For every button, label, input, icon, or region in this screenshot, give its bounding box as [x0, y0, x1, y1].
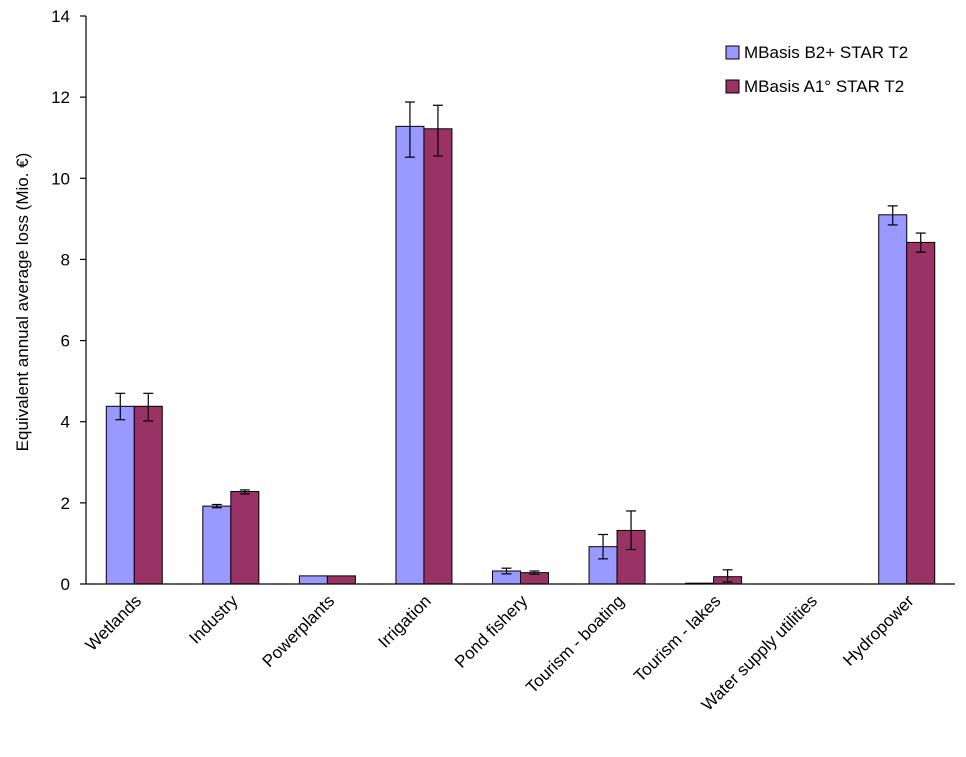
- y-tick-label: 6: [61, 332, 70, 351]
- x-axis-categories: Wetlands Industry Powerplants Irrigation Pon…: [82, 591, 918, 715]
- error-bar-series-1: [598, 533, 609, 560]
- y-tick-label: 0: [61, 575, 70, 594]
- error-bar-series-2: [529, 570, 540, 575]
- bar-series-2: [423, 128, 453, 585]
- error-bar-series-2: [626, 510, 637, 551]
- bar-series-1: [202, 505, 232, 585]
- legend: MBasis B2+ STAR T2 MBasis A1° STAR T2: [725, 43, 908, 96]
- legend-label-series-2: MBasis A1° STAR T2: [744, 77, 904, 96]
- x-category-label: Irrigation: [375, 591, 435, 651]
- bars: [105, 125, 936, 585]
- error-bar-series-1: [115, 392, 126, 421]
- axes: [85, 16, 955, 585]
- x-category-label: Tourism - boating: [522, 591, 628, 697]
- error-bar-series-2: [722, 569, 733, 583]
- bar-series-2: [230, 490, 260, 585]
- y-tick-label: 10: [51, 169, 70, 188]
- error-bar-series-1: [501, 567, 512, 575]
- x-category-label: Powerplants: [259, 591, 339, 671]
- bar-series-1: [298, 575, 328, 585]
- bar-series-2: [133, 405, 163, 585]
- error-bar-series-1: [404, 101, 415, 158]
- y-tick-label: 2: [61, 494, 70, 513]
- error-bar-series-2: [915, 232, 926, 253]
- error-bars: [115, 101, 926, 583]
- bar-series-2: [906, 241, 936, 585]
- bar-series-2: [326, 575, 356, 585]
- legend-swatch-series-1: [725, 45, 740, 60]
- error-bar-series-2: [432, 104, 443, 157]
- error-bar-series-1: [211, 503, 222, 509]
- x-category-label: Tourism - lakes: [630, 591, 724, 685]
- bar-series-1: [395, 125, 425, 585]
- x-category-label: Wetlands: [82, 591, 145, 654]
- bar-series-1: [105, 405, 135, 585]
- error-bar-series-1: [887, 205, 898, 226]
- y-tick-label: 14: [51, 7, 70, 26]
- x-category-label: Hydropower: [839, 591, 917, 669]
- legend-swatch-series-2: [725, 79, 740, 94]
- y-axis-label: Equivalent annual average loss (Mio. €): [13, 153, 32, 452]
- y-axis-ticks: 0 2 4 6 8 10 12 14: [51, 7, 86, 594]
- y-tick-label: 8: [61, 250, 70, 269]
- y-tick-label: 4: [61, 413, 70, 432]
- error-bar-series-2: [143, 392, 154, 422]
- legend-label-series-1: MBasis B2+ STAR T2: [744, 43, 908, 62]
- error-bar-series-2: [239, 489, 250, 495]
- y-tick-label: 12: [51, 88, 70, 107]
- x-category-label: Industry: [185, 591, 242, 648]
- bar-series-1: [878, 214, 908, 585]
- x-category-label: Pond fishery: [451, 591, 532, 672]
